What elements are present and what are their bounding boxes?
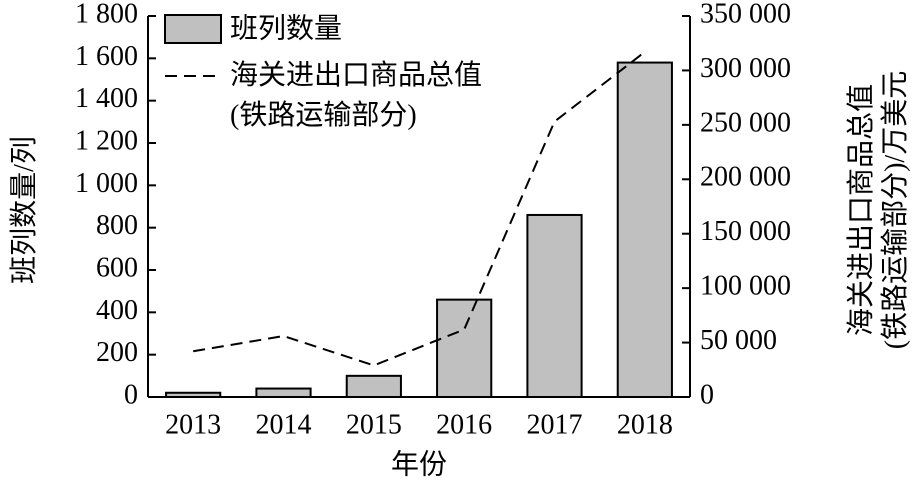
bar (616, 61, 673, 398)
bar (255, 387, 312, 398)
legend-label: 班列数量 (230, 12, 342, 44)
y-tick-label: 1 400 (75, 83, 138, 114)
y-tick-label: 1 000 (75, 168, 138, 199)
y-tick-label: 0 (124, 379, 138, 410)
bar (345, 374, 402, 399)
y2-tick-label: 300 000 (700, 53, 791, 84)
x-tick-label: 2013 (165, 409, 221, 440)
y2-tick-label: 250 000 (700, 107, 791, 138)
x-axis-label: 年份 (391, 448, 447, 480)
y-tick-label: 1 200 (75, 125, 138, 156)
y2-axis-label: 海关进出口商品总值 (铁路运输部分)/万美元 (846, 70, 911, 350)
x-tick-label: 2016 (436, 409, 492, 440)
y-axis-label: 班列数量/列 (9, 136, 40, 284)
bar (165, 391, 222, 398)
x-tick-label: 2015 (346, 409, 402, 440)
bar (526, 213, 583, 398)
y2-tick-label: 150 000 (700, 216, 791, 247)
y2-tick-label: 200 000 (700, 162, 791, 193)
legend-line-label: 海关进出口商品总值 (铁路运输部分) (230, 60, 483, 131)
y-tick-label: 600 (96, 252, 138, 283)
y-tick-label: 400 (96, 295, 138, 326)
line (193, 51, 646, 367)
x-tick-label: 2017 (527, 409, 583, 440)
y2-tick-label: 100 000 (700, 271, 791, 302)
y2-tick-label: 350 000 (700, 0, 791, 29)
legend-swatch (164, 14, 222, 44)
y2-tick-label: 0 (700, 379, 714, 410)
y-tick-label: 1 800 (75, 0, 138, 29)
y2-tick-label: 50 000 (700, 325, 777, 356)
x-tick-label: 2018 (617, 409, 673, 440)
y-tick-label: 1 600 (75, 41, 138, 72)
bar (436, 298, 493, 398)
x-tick-label: 2014 (256, 409, 312, 440)
y-tick-label: 200 (96, 337, 138, 368)
y-tick-label: 800 (96, 210, 138, 241)
